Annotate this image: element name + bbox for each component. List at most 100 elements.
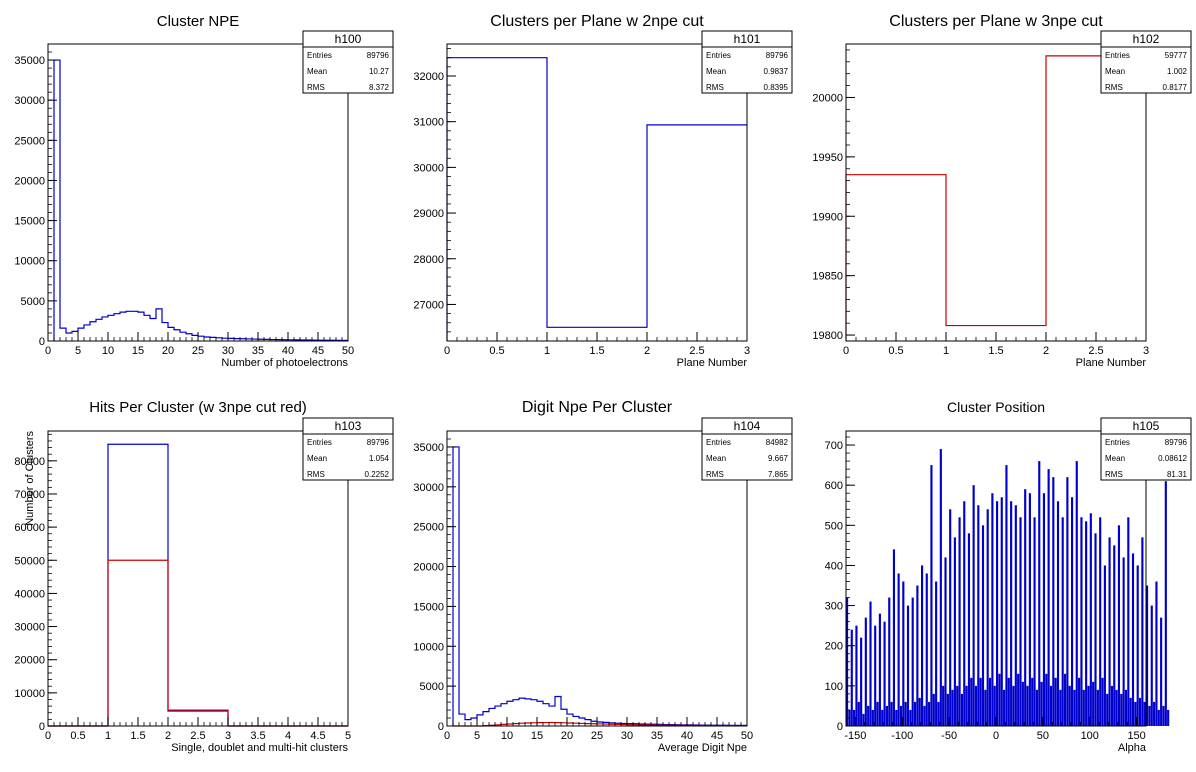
- chart-title: Cluster NPE: [157, 13, 240, 30]
- x-tick-label: 25: [591, 730, 603, 742]
- histogram-bin: [986, 509, 989, 726]
- stats-box-frame: [1100, 30, 1192, 94]
- y-axis-label: Number of Clusters: [24, 431, 36, 526]
- histogram-series-0: [48, 443, 348, 727]
- histogram-bin: [1017, 673, 1020, 726]
- x-tick-label: 1.5: [988, 345, 1003, 357]
- stats-key: Entries: [706, 438, 731, 447]
- y-tick-label: 25000: [413, 522, 444, 534]
- y-tick-label: 0: [39, 721, 45, 733]
- histogram-bin: [895, 709, 898, 726]
- histogram-bin: [1059, 689, 1062, 726]
- histogram-bin: [1061, 517, 1064, 726]
- x-tick-label: 30: [621, 730, 633, 742]
- histogram-bin: [857, 701, 860, 726]
- x-tick-label: 45: [711, 730, 723, 742]
- histogram-bin: [970, 677, 973, 726]
- histogram-bin: [1162, 705, 1165, 726]
- y-tick-label: 10000: [14, 688, 45, 700]
- histogram-bin: [1136, 565, 1139, 726]
- histogram-bin: [1153, 701, 1156, 726]
- histogram-bin: [1033, 517, 1036, 726]
- chart-panel-h103: Hits Per Cluster (w 3npe cut red) 0 0.5 1 1.…: [14, 399, 394, 754]
- histogram-bin: [1038, 461, 1041, 726]
- stats-value-entries: 89796: [367, 438, 390, 447]
- histogram-bin: [1108, 537, 1111, 726]
- x-tick-label: 0: [45, 345, 51, 357]
- histogram-bin: [956, 685, 959, 726]
- stats-box-name: h104: [734, 419, 761, 433]
- histogram-bin: [1071, 497, 1074, 726]
- y-tick-label: 5000: [21, 296, 45, 308]
- histogram-bin: [1131, 553, 1135, 726]
- stats-key: Entries: [1105, 438, 1130, 447]
- y-tick-label: 10000: [14, 256, 45, 268]
- histogram-bin: [942, 685, 945, 726]
- histogram-bin: [862, 713, 865, 726]
- stats-box-name: h102: [1133, 32, 1160, 46]
- x-tick-label: 5: [75, 345, 81, 357]
- histogram-bin: [864, 617, 867, 726]
- histogram-bin: [871, 709, 874, 726]
- histogram-bin: [1080, 517, 1083, 726]
- histogram-bin: [1073, 689, 1076, 726]
- y-tick-label: 60000: [14, 522, 45, 534]
- x-tick-label: 150: [1127, 730, 1145, 742]
- histogram-bin: [949, 509, 952, 726]
- x-tick-label: 2.5: [190, 730, 205, 742]
- x-tick-label: 0.5: [888, 345, 903, 357]
- stats-key: Entries: [706, 51, 731, 60]
- histogram-bin: [913, 701, 917, 726]
- histogram-bin: [1042, 493, 1046, 726]
- stats-key: Mean: [706, 454, 726, 463]
- histogram-bin: [946, 693, 949, 726]
- x-tick-label: 1: [544, 345, 550, 357]
- x-tick-label: 1.5: [130, 730, 145, 742]
- y-tick-label: 5000: [420, 681, 444, 693]
- histogram-bin: [1012, 685, 1015, 726]
- x-tick-label: 0: [993, 730, 999, 742]
- histogram-bin: [1056, 501, 1060, 726]
- x-tick-label: 2: [165, 730, 171, 742]
- histogram-bin: [960, 693, 963, 726]
- x-tick-label: 5: [345, 730, 351, 742]
- x-axis-label: Plane Number: [677, 357, 748, 369]
- x-tick-label: 20: [561, 730, 573, 742]
- histogram-bin: [1103, 565, 1106, 726]
- stats-box-frame: [302, 417, 394, 481]
- histogram-bin: [916, 585, 919, 726]
- histogram-bin: [1003, 689, 1006, 726]
- histogram-bin: [1026, 685, 1029, 726]
- histogram-bin: [1063, 673, 1067, 726]
- histogram-bin: [906, 605, 910, 726]
- histogram-bin: [991, 493, 994, 726]
- y-tick-label: 29000: [413, 208, 444, 220]
- histogram-bin: [998, 673, 1001, 726]
- histogram-series-0: [452, 446, 747, 727]
- histogram-bin: [1049, 685, 1053, 726]
- x-axis-label: Alpha: [1118, 742, 1147, 754]
- x-axis-label: Number of photoelectrons: [221, 357, 348, 369]
- x-tick-label: 40: [681, 730, 693, 742]
- y-tick-label: 19900: [812, 211, 843, 223]
- y-tick-label: 700: [825, 440, 843, 452]
- histogram-bin: [923, 705, 926, 726]
- histogram-bin: [1138, 697, 1142, 726]
- stats-value-mean: 0.08612: [1158, 454, 1187, 463]
- y-tick-label: 0: [837, 721, 843, 733]
- stats-key: Entries: [1105, 51, 1130, 60]
- stats-key: RMS: [1105, 83, 1123, 92]
- x-tick-label: 3: [744, 345, 750, 357]
- histogram-bin: [1150, 605, 1153, 726]
- x-tick-label: 0: [444, 730, 450, 742]
- chart-title: Hits Per Cluster (w 3npe cut red): [89, 399, 307, 416]
- histogram-bin: [1143, 701, 1146, 726]
- histogram-bin: [1005, 465, 1008, 726]
- x-tick-label: -50: [941, 730, 957, 742]
- stats-key: Mean: [307, 67, 327, 76]
- histogram-series-0: [446, 57, 747, 341]
- histogram-bin: [869, 601, 872, 726]
- chart-panel-h105: Cluster Position -150 -100 -50 0 50 100 150 0 100…: [825, 399, 1192, 754]
